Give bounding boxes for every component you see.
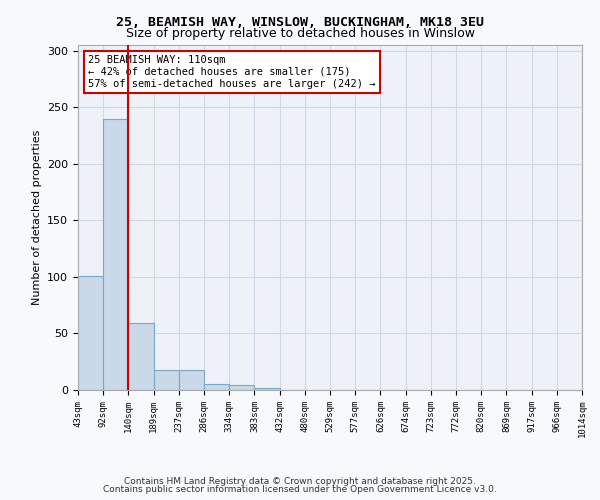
- Text: 25 BEAMISH WAY: 110sqm
← 42% of detached houses are smaller (175)
57% of semi-de: 25 BEAMISH WAY: 110sqm ← 42% of detached…: [88, 56, 376, 88]
- Text: Size of property relative to detached houses in Winslow: Size of property relative to detached ho…: [125, 26, 475, 40]
- Bar: [229, 386, 254, 390]
- Bar: [179, 370, 204, 390]
- Bar: [128, 324, 154, 390]
- Bar: [254, 388, 280, 390]
- Y-axis label: Number of detached properties: Number of detached properties: [32, 130, 41, 305]
- Bar: [154, 370, 179, 390]
- Bar: [103, 118, 128, 390]
- Bar: [204, 384, 229, 390]
- Text: Contains public sector information licensed under the Open Government Licence v3: Contains public sector information licen…: [103, 485, 497, 494]
- Text: Contains HM Land Registry data © Crown copyright and database right 2025.: Contains HM Land Registry data © Crown c…: [124, 477, 476, 486]
- Bar: [78, 276, 103, 390]
- Text: 25, BEAMISH WAY, WINSLOW, BUCKINGHAM, MK18 3EU: 25, BEAMISH WAY, WINSLOW, BUCKINGHAM, MK…: [116, 16, 484, 29]
